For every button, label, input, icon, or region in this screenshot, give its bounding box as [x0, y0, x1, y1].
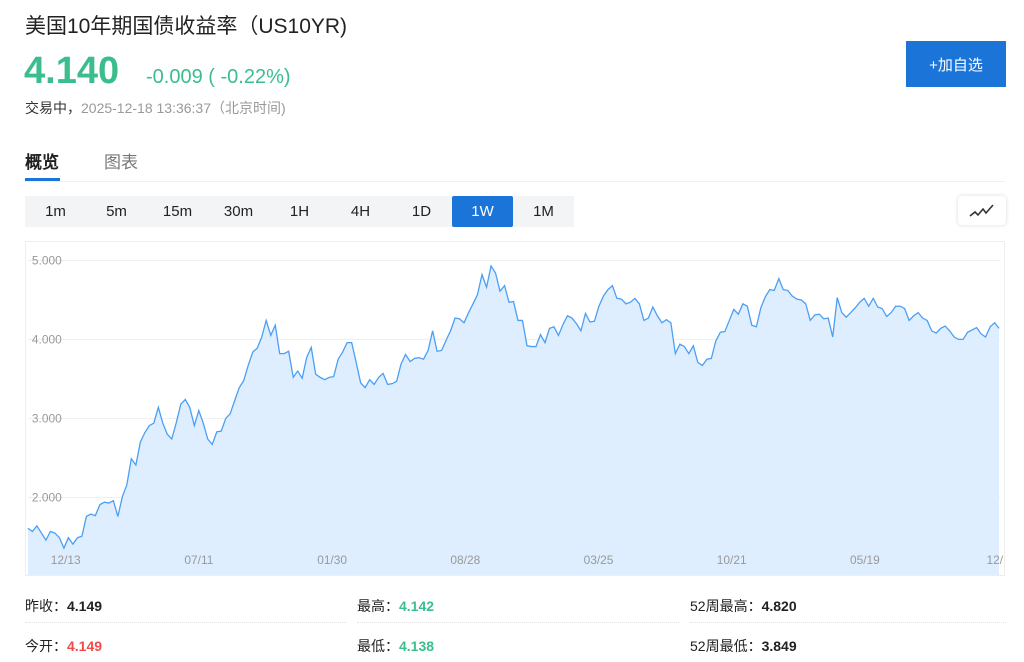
chart-type-button[interactable]: [958, 196, 1006, 225]
divider: [690, 622, 1006, 623]
stat-value: 4.142: [399, 598, 435, 614]
stat-52w-low: 52周最低：3.849: [690, 636, 797, 656]
period-1h[interactable]: 1H: [289, 203, 310, 220]
stat-value: 4.149: [67, 598, 103, 614]
stat-label: 52周最高：: [690, 598, 762, 614]
stat-label: 最高：: [357, 598, 399, 614]
divider: [357, 622, 679, 623]
y-tick-label: 4.000: [32, 332, 62, 346]
period-1mo[interactable]: 1M: [533, 203, 554, 220]
stat-value: 3.849: [761, 638, 797, 654]
add-to-watchlist-button[interactable]: +加自选: [906, 41, 1006, 87]
x-tick-label: 07/11: [184, 553, 213, 567]
stat-value: 4.820: [761, 598, 797, 614]
x-tick-label: 12/1: [987, 553, 1005, 567]
period-1w[interactable]: 1W: [452, 196, 513, 227]
stat-label: 最低：: [357, 638, 399, 654]
stat-label: 今开：: [25, 638, 67, 654]
period-4h[interactable]: 4H: [350, 203, 371, 220]
period-1d[interactable]: 1D: [411, 203, 432, 220]
stat-open: 今开：4.149: [25, 636, 102, 656]
stat-prev-close: 昨收：4.149: [25, 596, 102, 616]
stat-52w-high: 52周最高：4.820: [690, 596, 797, 616]
stat-label: 52周最低：: [690, 638, 762, 654]
line-chart-icon: [969, 203, 994, 217]
yield-chart: 5.000 4.000 3.000 2.000 12/13 07/11 01/30 08/28…: [25, 241, 1005, 576]
x-tick-label: 10/21: [717, 553, 747, 567]
y-tick-label: 3.000: [32, 411, 62, 425]
active-tab-indicator: [25, 178, 60, 181]
status-text: 交易中，: [25, 100, 81, 116]
divider: [25, 181, 1005, 182]
stat-value: 4.138: [399, 638, 435, 654]
y-tick-label: 5.000: [32, 253, 62, 267]
x-tick-label: 01/30: [317, 553, 347, 567]
area-fill: [27, 265, 1000, 575]
timestamp: 2025-12-18 13:36:37（北京时间): [81, 100, 286, 116]
period-5m[interactable]: 5m: [106, 203, 127, 220]
stat-value: 4.149: [67, 638, 103, 654]
period-15m[interactable]: 15m: [162, 203, 193, 220]
stat-label: 昨收：: [25, 598, 67, 614]
stat-low: 最低：4.138: [357, 636, 434, 656]
x-tick-label: 12/13: [51, 553, 81, 567]
stat-high: 最高：4.142: [357, 596, 434, 616]
period-selector: 1m 5m 15m 30m 1H 4H 1D 1W 1M: [25, 196, 574, 227]
period-1m[interactable]: 1m: [45, 203, 66, 220]
x-tick-label: 05/19: [850, 553, 880, 567]
series-line: [27, 264, 1000, 550]
tab-chart[interactable]: 图表: [104, 153, 138, 172]
period-30m[interactable]: 30m: [223, 203, 254, 220]
x-tick-label: 03/25: [584, 553, 614, 567]
current-price: 4.140: [24, 50, 120, 92]
tab-overview[interactable]: 概览: [25, 153, 59, 172]
x-tick-label: 08/28: [450, 553, 480, 567]
divider: [25, 622, 347, 623]
trading-status: 交易中，2025-12-18 13:36:37（北京时间): [25, 98, 286, 118]
page-title: 美国10年期国债收益率（US10YR): [25, 15, 348, 38]
price-change: -0.009 ( -0.22%): [146, 66, 291, 88]
y-tick-label: 2.000: [32, 490, 62, 504]
